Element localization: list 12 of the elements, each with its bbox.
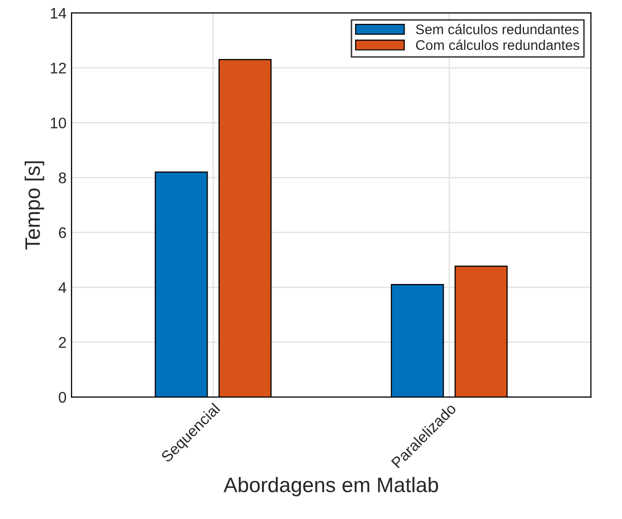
- x-axis-title: Abordagens em Matlab: [224, 476, 438, 496]
- y-tick-label: 14: [50, 8, 66, 19]
- y-tick-label: 12: [50, 62, 66, 74]
- legend-label: Com cálculos redundantes: [416, 40, 580, 50]
- y-tick-label: 6: [58, 227, 66, 238]
- y-tick-label: 4: [58, 282, 66, 293]
- y-tick-label: 0: [58, 392, 66, 403]
- y-axis-title: Tempo [s]: [24, 161, 44, 250]
- y-tick-label: 8: [58, 172, 66, 184]
- y-tick-label: 2: [58, 337, 66, 348]
- y-tick-label: 10: [50, 118, 66, 128]
- legend-label: Sem cálculos redundantes: [416, 24, 579, 34]
